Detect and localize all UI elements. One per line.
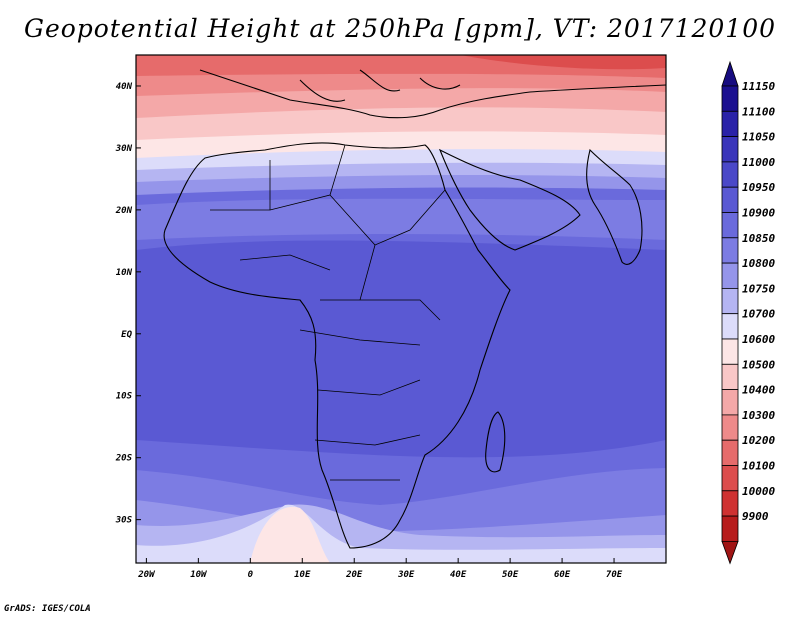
colorbar-swatch xyxy=(721,338,739,365)
field-band-10850 xyxy=(136,198,666,240)
colorbar-label: 10950 xyxy=(742,181,775,194)
lat-tick-label: 20N xyxy=(115,206,133,216)
lat-tick-label: 10N xyxy=(116,268,133,278)
lon-tick-label: 0 xyxy=(248,570,254,580)
med-peninsulas xyxy=(299,69,461,102)
plot-frame xyxy=(135,54,667,564)
colorbar-label: 10800 xyxy=(742,257,775,270)
colorbar-label: 10000 xyxy=(742,485,775,498)
colorbar-swatch xyxy=(721,515,739,542)
europe-coast xyxy=(199,69,666,119)
lon-tick-label: 30E xyxy=(397,570,415,580)
colorbar: 11150 11100 11050 11000 10950 10900 10850 10800… xyxy=(721,60,775,565)
colorbar-label: 11050 xyxy=(742,131,775,144)
colorbar-label: 10600 xyxy=(742,333,775,346)
colorbar-swatch xyxy=(721,110,739,138)
colorbar-swatch xyxy=(721,414,739,441)
colorbar-swatch xyxy=(721,490,739,517)
colorbar-label: 10500 xyxy=(742,358,775,371)
madagascar-coast xyxy=(485,411,506,473)
lon-tick-label: 50E xyxy=(502,570,519,580)
lon-tick-label: 10W xyxy=(190,570,208,580)
lon-tick-label: 70E xyxy=(606,570,623,580)
lat-tick-label: 30N xyxy=(115,144,133,154)
colorbar-top-arrow xyxy=(721,60,739,87)
colorbar-label: 11150 xyxy=(742,80,775,93)
colorbar-swatch xyxy=(721,389,739,416)
latitude-axis: 40N 30N 20N 10N EQ 10S 20S 30S xyxy=(115,82,141,526)
colorbar-bottom-arrow xyxy=(721,541,739,565)
colorbar-swatch xyxy=(721,85,739,112)
colorbar-label: 10200 xyxy=(742,434,775,447)
lon-tick-label: 20E xyxy=(345,570,363,580)
colorbar-swatch xyxy=(721,363,739,390)
lon-tick-label: 60E xyxy=(554,570,571,580)
colorbar-swatch xyxy=(721,287,739,315)
colorbar-label: 10300 xyxy=(742,409,775,422)
field-band-10100 xyxy=(460,55,666,70)
colorbar-swatch xyxy=(721,161,739,188)
lat-tick-label: EQ xyxy=(121,330,132,340)
field-core-10950 xyxy=(136,240,666,458)
arabia-coast xyxy=(438,148,581,251)
colorbar-label: 11100 xyxy=(742,105,775,118)
lat-tick-label: 10S xyxy=(116,392,133,402)
colorbar-label: 10900 xyxy=(742,207,775,220)
india-coast xyxy=(586,148,643,265)
lon-tick-label: 20W xyxy=(137,570,156,580)
lat-tick-label: 20S xyxy=(115,454,133,464)
colorbar-label: 10100 xyxy=(742,460,775,473)
field-band-10600-south xyxy=(250,506,330,563)
colorbar-swatch xyxy=(721,186,739,213)
colorbar-swatch xyxy=(721,313,739,340)
coastlines xyxy=(163,69,666,549)
colorbar-swatch xyxy=(721,237,739,264)
lon-tick-label: 40E xyxy=(450,570,467,580)
africa-coast xyxy=(163,142,511,549)
height-field xyxy=(136,55,666,563)
longitude-axis: 20W 10W 0 10E 20E 30E 40E 50E 60E 70E xyxy=(137,558,623,580)
lat-tick-label: 40N xyxy=(116,82,133,92)
colorbar-label: 10400 xyxy=(742,384,775,397)
colorbar-label: 10750 xyxy=(742,282,775,295)
colorbar-swatch xyxy=(721,136,739,163)
colorbar-swatch xyxy=(721,212,739,239)
map-title: Geopotential Height at 250hPa [gpm], VT:… xyxy=(23,14,777,43)
colorbar-swatch xyxy=(721,262,739,289)
colorbar-label: 10850 xyxy=(742,232,775,245)
country-borders xyxy=(210,144,446,481)
lat-tick-label: 30S xyxy=(115,516,133,526)
grads-credit: GrADS: IGES/COLA xyxy=(4,604,91,614)
colorbar-label: 11000 xyxy=(742,156,775,169)
colorbar-label: 9900 xyxy=(742,510,769,523)
colorbar-swatch xyxy=(721,465,739,492)
colorbar-label: 10700 xyxy=(742,308,775,321)
lon-tick-label: 10E xyxy=(294,570,311,580)
colorbar-swatch xyxy=(721,439,739,466)
